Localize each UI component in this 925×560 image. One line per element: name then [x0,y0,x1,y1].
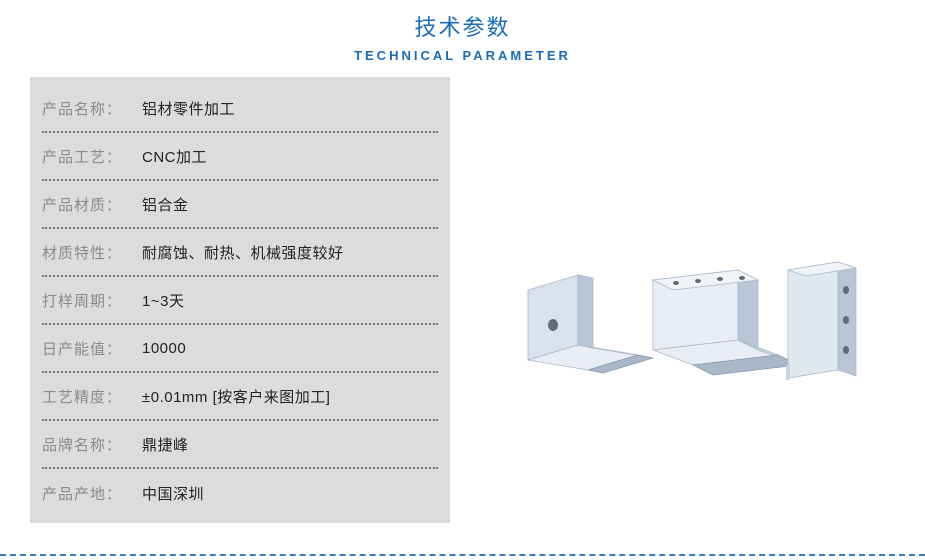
spec-value: 10000 [142,340,438,357]
title-english: TECHNICAL PARAMETER [0,48,925,63]
spec-row: 产品产地： 中国深圳 [42,469,438,517]
content-area: 产品名称： 铝材零件加工 产品工艺： CNC加工 产品材质： 铝合金 材质特性：… [0,77,925,523]
spec-value: 鼎捷峰 [142,434,438,455]
spec-row: 材质特性： 耐腐蚀、耐热、机械强度较好 [42,229,438,277]
bottom-dashed-border [0,554,925,556]
spec-row: 产品材质： 铝合金 [42,181,438,229]
spec-value: 铝合金 [142,194,438,215]
spec-value: 1~3天 [142,290,438,311]
spec-label: 产品工艺： [42,146,142,167]
spec-label: 日产能值： [42,338,142,359]
title-chinese: 技术参数 [0,10,925,42]
spec-row: 工艺精度： ±0.01mm [按客户来图加工] [42,373,438,421]
spec-value: ±0.01mm [按客户来图加工] [142,386,438,407]
spec-label: 产品名称： [42,98,142,119]
spec-label: 产品材质： [42,194,142,215]
product-image-panel [450,77,895,523]
spec-label: 材质特性： [42,242,142,263]
spec-row: 日产能值： 10000 [42,325,438,373]
product-image [498,170,878,430]
spec-value: 铝材零件加工 [142,98,438,119]
spec-value: CNC加工 [142,146,438,167]
header: 技术参数 TECHNICAL PARAMETER [0,0,925,63]
spec-row: 产品名称： 铝材零件加工 [42,85,438,133]
spec-label: 产品产地： [42,483,142,504]
spec-value: 耐腐蚀、耐热、机械强度较好 [142,242,438,263]
spec-row: 打样周期： 1~3天 [42,277,438,325]
spec-label: 打样周期： [42,290,142,311]
spec-row: 品牌名称： 鼎捷峰 [42,421,438,469]
spec-table: 产品名称： 铝材零件加工 产品工艺： CNC加工 产品材质： 铝合金 材质特性：… [30,77,450,523]
spec-label: 工艺精度： [42,386,142,407]
spec-row: 产品工艺： CNC加工 [42,133,438,181]
spec-value: 中国深圳 [142,483,438,504]
spec-label: 品牌名称： [42,434,142,455]
